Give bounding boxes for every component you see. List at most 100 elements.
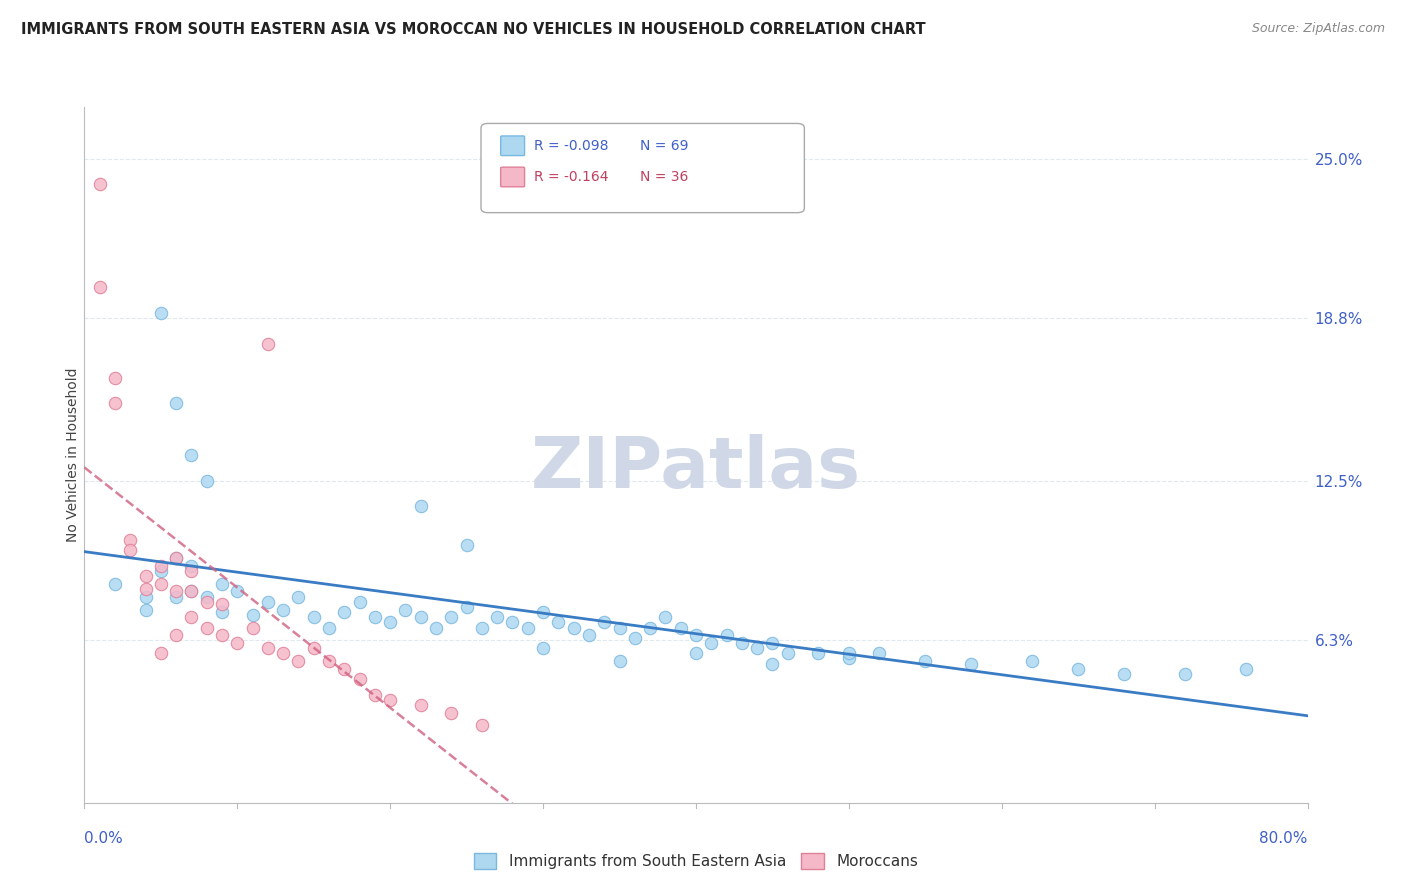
Point [257,595,280,609]
Point [914,654,936,668]
Point [211,598,233,612]
Point [409,698,432,712]
Point [226,584,249,599]
Point [211,605,233,619]
Point [195,474,218,488]
Point [654,610,676,624]
Point [165,551,187,566]
Point [165,590,187,604]
Point [502,615,524,630]
Point [685,628,707,642]
Point [135,582,157,596]
Point [242,621,264,635]
Point [165,396,187,410]
Point [547,615,569,630]
Point [1067,662,1090,676]
Text: IMMIGRANTS FROM SOUTH EASTERN ASIA VS MOROCCAN NO VEHICLES IN HOUSEHOLD CORRELAT: IMMIGRANTS FROM SOUTH EASTERN ASIA VS MO… [21,22,925,37]
Point [180,558,202,573]
Point [486,610,509,624]
Point [380,615,402,630]
Text: 80.0%: 80.0% [1260,830,1308,846]
Legend: Immigrants from South Eastern Asia, Moroccans: Immigrants from South Eastern Asia, Moro… [467,847,925,875]
Point [638,621,661,635]
Text: N = 36: N = 36 [640,170,689,184]
Point [1114,667,1136,681]
Point [349,595,371,609]
Point [242,607,264,622]
Point [104,576,127,591]
Text: R = -0.098: R = -0.098 [534,139,609,153]
Point [257,641,280,656]
Point [333,605,356,619]
Point [271,602,294,616]
Point [731,636,754,650]
Point [807,646,830,660]
Text: Source: ZipAtlas.com: Source: ZipAtlas.com [1251,22,1385,36]
Point [364,610,387,624]
Point [318,654,340,668]
Point [776,646,799,660]
Point [1021,654,1043,668]
Point [195,590,218,604]
Point [761,636,783,650]
Point [349,672,371,686]
Point [562,621,585,635]
Point [135,590,157,604]
Point [425,621,447,635]
Point [226,636,249,650]
Point [409,500,432,514]
Point [104,396,127,410]
Point [609,621,631,635]
Point [165,551,187,566]
Point [287,590,309,604]
Point [287,654,309,668]
Point [394,602,416,616]
Point [456,599,478,614]
Point [149,564,172,578]
Point [761,657,783,671]
Point [471,621,494,635]
Point [271,646,294,660]
Point [104,370,127,384]
Point [180,584,202,599]
Point [180,584,202,599]
Point [211,576,233,591]
Point [165,584,187,599]
Point [120,543,142,558]
Point [89,178,111,192]
Point [149,576,172,591]
Point [440,706,463,720]
Y-axis label: No Vehicles in Household: No Vehicles in Household [66,368,80,542]
Point [380,692,402,706]
Point [531,605,554,619]
Point [838,646,860,660]
Point [195,595,218,609]
Text: R = -0.164: R = -0.164 [534,170,609,184]
Point [456,538,478,552]
Point [364,688,387,702]
Point [302,610,325,624]
Point [440,610,463,624]
Point [609,654,631,668]
Point [1234,662,1257,676]
Point [531,641,554,656]
Point [180,448,202,462]
Point [578,628,600,642]
Point [165,628,187,642]
Point [700,636,723,650]
Point [669,621,692,635]
Point [593,615,616,630]
Text: N = 69: N = 69 [640,139,689,153]
Point [516,621,538,635]
Point [257,337,280,351]
Point [747,641,769,656]
Point [149,558,172,573]
Point [869,646,891,660]
Point [318,621,340,635]
Point [838,651,860,665]
Point [149,306,172,320]
Point [211,628,233,642]
Point [135,602,157,616]
Point [960,657,983,671]
Point [195,621,218,635]
